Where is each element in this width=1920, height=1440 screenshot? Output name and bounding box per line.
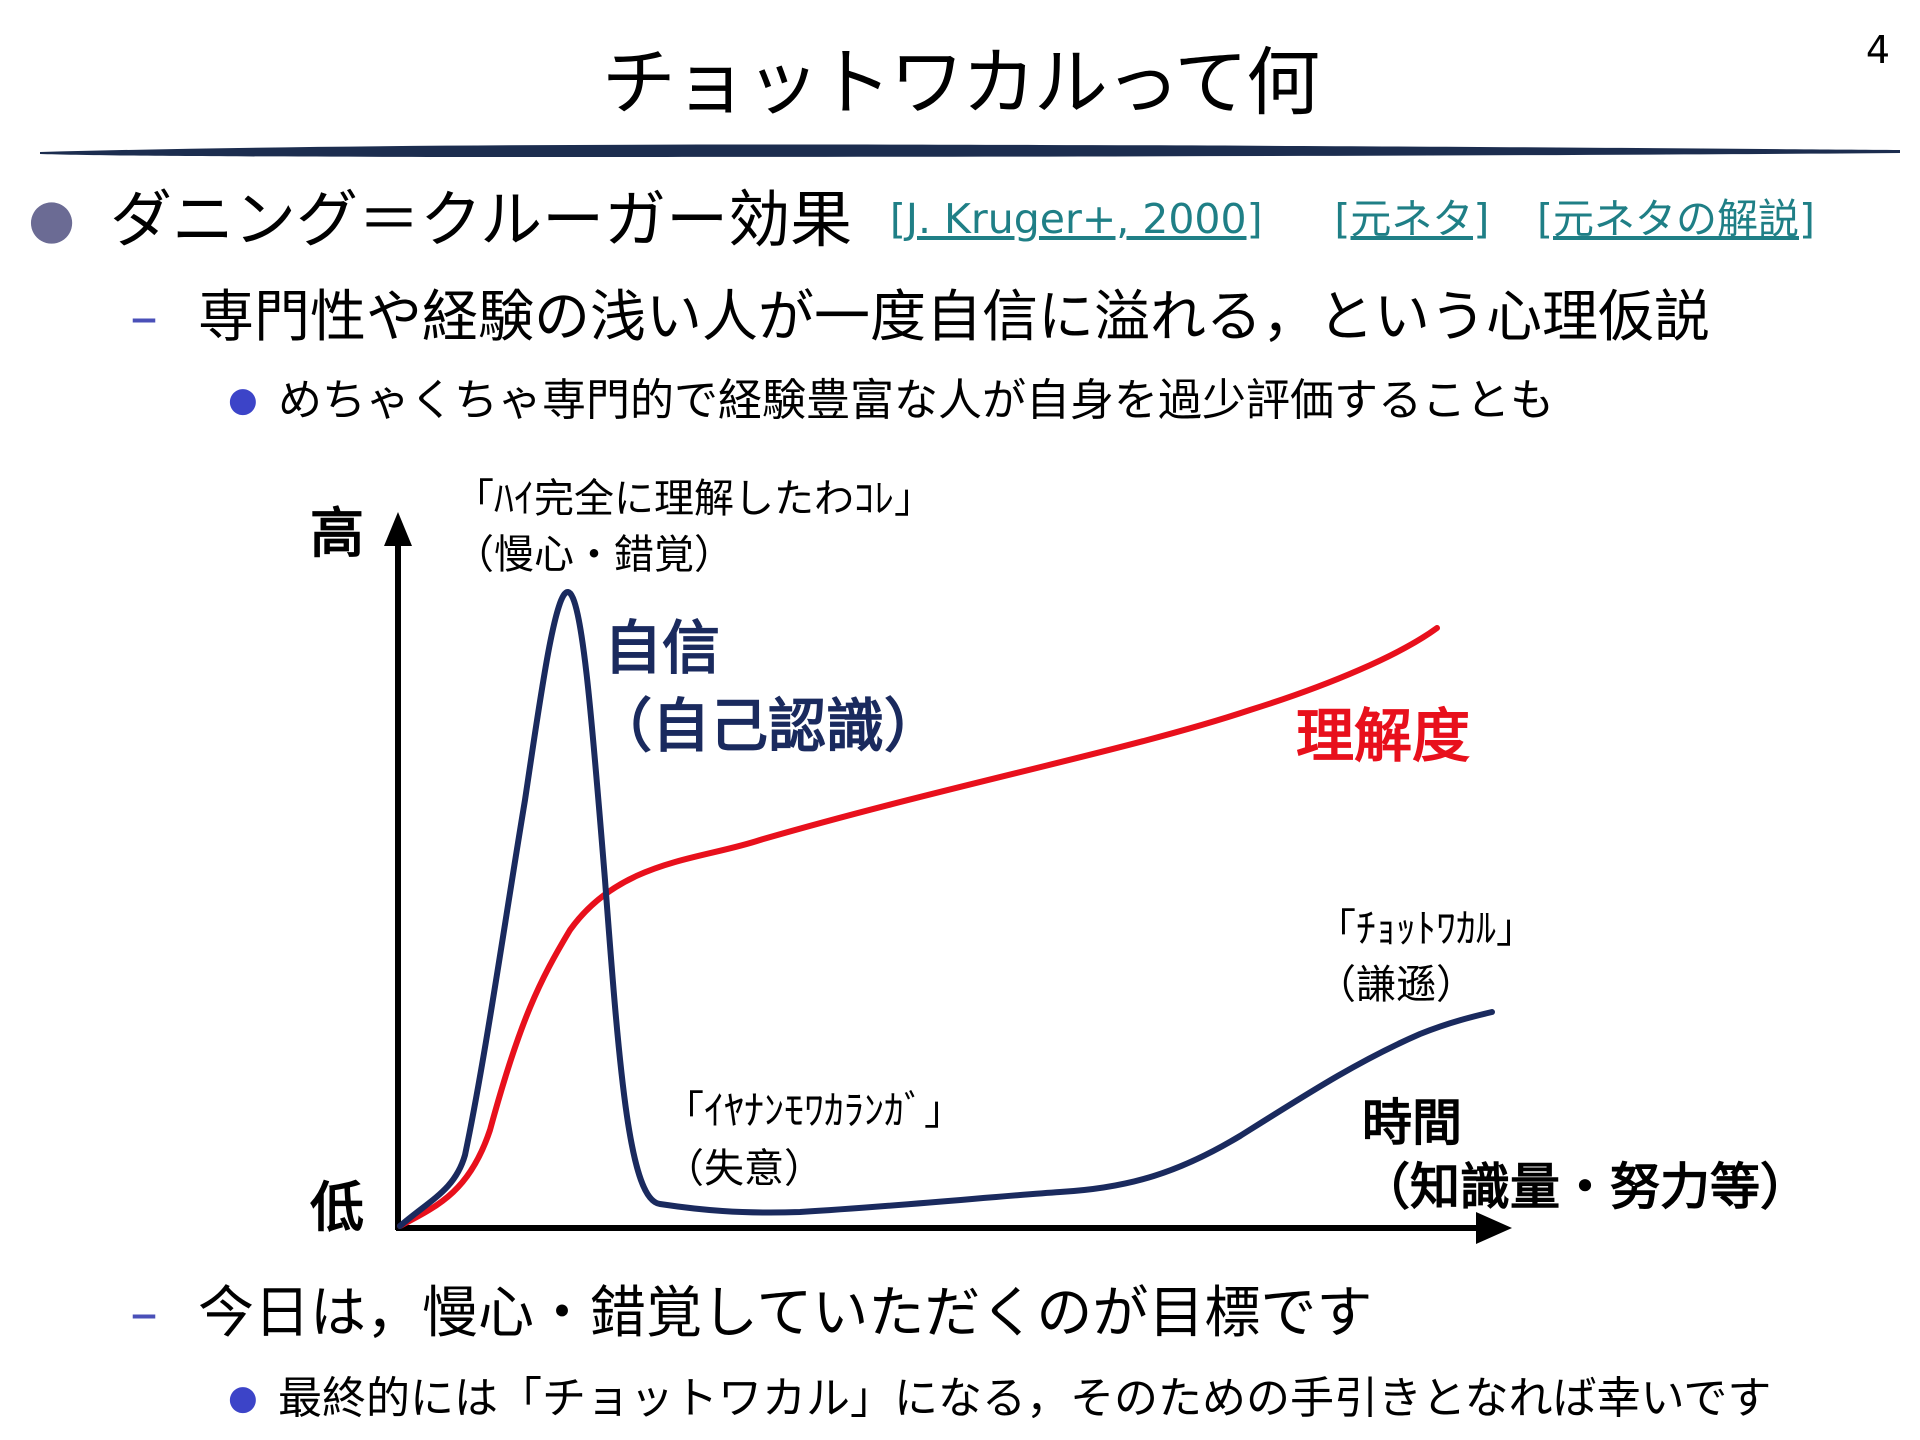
- sub-sub-bullet-final-goal: ● 最終的には「チョットワカル」になる，そのための手引きとなれば幸いです: [228, 1368, 1771, 1429]
- y-axis-low-label: 低: [310, 1176, 364, 1239]
- sub-bullet-goal: – 今日は，慢心・錯覚していただくのが目標です: [130, 1278, 1372, 1350]
- bullet-text: めちゃくちゃ専門的で経験豊富な人が自身を過少評価することも: [278, 375, 1554, 426]
- confidence-sublabel: （自己認識）: [594, 692, 942, 760]
- title-underline: [40, 144, 1900, 157]
- peak-annotation: 「ﾊｲ完全に理解したわｺﾚ」: [454, 476, 934, 522]
- ref-link-original-explanation[interactable]: [元ネタの解説]: [1537, 195, 1816, 243]
- bullet-dot-icon: ●: [28, 187, 76, 250]
- page-number: 4: [1865, 28, 1890, 72]
- dash-icon: –: [130, 285, 158, 350]
- end-annotation: 「ﾁｮｯﾄﾜｶﾙ」: [1316, 906, 1536, 952]
- bullet-dunning-kruger: ● ダニング＝クルーガー効果 [J. Kruger+, 2000] [元ネタ] […: [28, 178, 1815, 261]
- sub-bullet-hypothesis: – 専門性や経験の浅い人が一度自信に溢れる，という心理仮説: [130, 282, 1710, 354]
- bullet-text: ダニング＝クルーガー効果: [110, 183, 853, 256]
- y-axis-arrow-icon: [384, 512, 412, 546]
- bullet-dot-icon: ●: [228, 380, 258, 420]
- understanding-label: 理解度: [1296, 702, 1470, 770]
- valley-annotation: 「ｲﾔﾅﾝﾓﾜｶﾗﾝｶﾞ」: [664, 1088, 964, 1134]
- end-annotation-sub: （謙遜）: [1316, 962, 1476, 1008]
- x-axis-label-time: 時間: [1362, 1094, 1462, 1152]
- bullet-text: 今日は，慢心・錯覚していただくのが目標です: [198, 1281, 1373, 1346]
- sub-sub-bullet-expert: ● めちゃくちゃ専門的で経験豊富な人が自身を過少評価することも: [228, 370, 1554, 431]
- bullet-text: 最終的には「チョットワカル」になる，そのための手引きとなれば幸いです: [278, 1373, 1772, 1424]
- peak-annotation-sub: （慢心・錯覚）: [454, 532, 734, 578]
- bullet-dot-icon: ●: [228, 1378, 258, 1418]
- valley-annotation-sub: （失意）: [664, 1146, 824, 1192]
- x-axis-arrow-icon: [1476, 1212, 1512, 1244]
- bullet-text: 専門性や経験の浅い人が一度自信に溢れる，という心理仮説: [198, 285, 1710, 350]
- understanding-curve: [397, 625, 1440, 1229]
- confidence-label: 自信: [604, 614, 720, 682]
- x-axis-label-effort: （知識量・努力等）: [1360, 1158, 1810, 1216]
- y-axis-high-label: 高: [310, 502, 364, 565]
- ref-link-original[interactable]: [元ネタ]: [1334, 195, 1490, 243]
- ref-link-kruger[interactable]: [J. Kruger+, 2000]: [889, 195, 1263, 243]
- slide-title: チョットワカルって何: [601, 40, 1320, 126]
- confidence-curve: [397, 589, 1495, 1229]
- dash-icon: –: [130, 1281, 158, 1346]
